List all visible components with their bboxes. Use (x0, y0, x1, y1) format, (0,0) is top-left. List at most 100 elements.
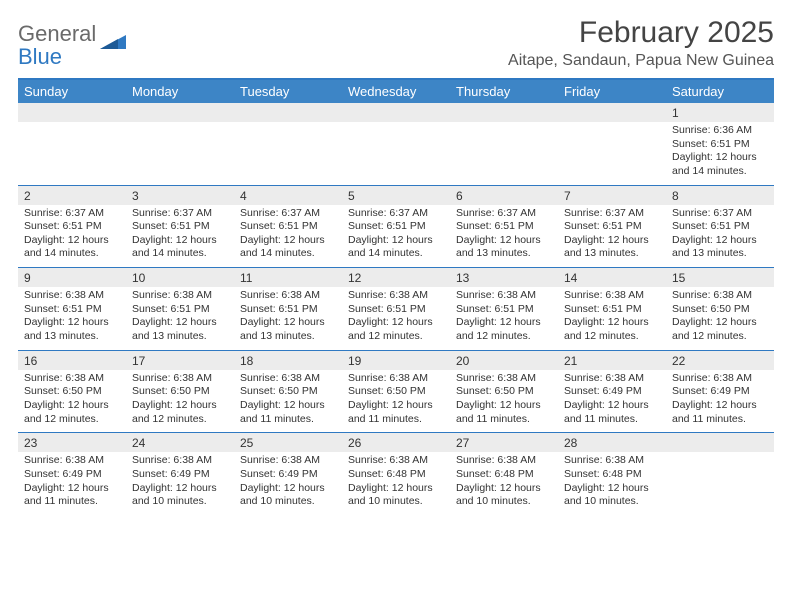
empty-day-details (558, 122, 666, 185)
sunset-text: Sunset: 6:51 PM (132, 303, 228, 317)
daylight-text: Daylight: 12 hours and 12 minutes. (456, 316, 552, 343)
sunset-text: Sunset: 6:51 PM (132, 220, 228, 234)
day-number-row: 232425262728 (18, 433, 774, 453)
sunset-text: Sunset: 6:50 PM (348, 385, 444, 399)
daylight-text: Daylight: 12 hours and 11 minutes. (348, 399, 444, 426)
sunrise-text: Sunrise: 6:37 AM (672, 207, 768, 221)
sunset-text: Sunset: 6:51 PM (672, 138, 768, 152)
day-number: 16 (18, 350, 126, 370)
sunrise-text: Sunrise: 6:38 AM (348, 289, 444, 303)
location-text: Aitape, Sandaun, Papua New Guinea (508, 52, 774, 70)
sunset-text: Sunset: 6:51 PM (240, 220, 336, 234)
daylight-text: Daylight: 12 hours and 13 minutes. (132, 316, 228, 343)
sunrise-text: Sunrise: 6:38 AM (456, 372, 552, 386)
empty-day-number (450, 103, 558, 122)
sunset-text: Sunset: 6:49 PM (132, 468, 228, 482)
sunset-text: Sunset: 6:51 PM (24, 220, 120, 234)
empty-day-number (234, 103, 342, 122)
day-number: 21 (558, 350, 666, 370)
daylight-text: Daylight: 12 hours and 12 minutes. (24, 399, 120, 426)
empty-day-number (18, 103, 126, 122)
day-details: Sunrise: 6:38 AMSunset: 6:51 PMDaylight:… (18, 287, 126, 350)
sunrise-text: Sunrise: 6:37 AM (456, 207, 552, 221)
day-header: Saturday (666, 80, 774, 103)
sunrise-text: Sunrise: 6:38 AM (240, 289, 336, 303)
day-number: 18 (234, 350, 342, 370)
day-number: 20 (450, 350, 558, 370)
day-details: Sunrise: 6:38 AMSunset: 6:49 PMDaylight:… (126, 452, 234, 515)
day-number: 5 (342, 185, 450, 205)
sunset-text: Sunset: 6:49 PM (24, 468, 120, 482)
day-details: Sunrise: 6:38 AMSunset: 6:50 PMDaylight:… (450, 370, 558, 433)
sunset-text: Sunset: 6:50 PM (132, 385, 228, 399)
day-details-row: Sunrise: 6:38 AMSunset: 6:50 PMDaylight:… (18, 370, 774, 433)
day-details: Sunrise: 6:38 AMSunset: 6:48 PMDaylight:… (342, 452, 450, 515)
daylight-text: Daylight: 12 hours and 14 minutes. (672, 151, 768, 178)
empty-day-details (18, 122, 126, 185)
month-title: February 2025 (508, 16, 774, 50)
empty-day-number (666, 433, 774, 453)
sunrise-text: Sunrise: 6:38 AM (240, 372, 336, 386)
daylight-text: Daylight: 12 hours and 10 minutes. (132, 482, 228, 509)
sunrise-text: Sunrise: 6:38 AM (240, 454, 336, 468)
empty-day-number (126, 103, 234, 122)
sunset-text: Sunset: 6:50 PM (240, 385, 336, 399)
sunset-text: Sunset: 6:51 PM (456, 220, 552, 234)
sunset-text: Sunset: 6:48 PM (348, 468, 444, 482)
brand-triangle-icon (100, 31, 126, 54)
daylight-text: Daylight: 12 hours and 14 minutes. (24, 234, 120, 261)
daylight-text: Daylight: 12 hours and 13 minutes. (456, 234, 552, 261)
daylight-text: Daylight: 12 hours and 12 minutes. (564, 316, 660, 343)
sunrise-text: Sunrise: 6:37 AM (240, 207, 336, 221)
day-details-row: Sunrise: 6:36 AMSunset: 6:51 PMDaylight:… (18, 122, 774, 185)
day-details: Sunrise: 6:38 AMSunset: 6:49 PMDaylight:… (666, 370, 774, 433)
day-number: 22 (666, 350, 774, 370)
day-details-row: Sunrise: 6:38 AMSunset: 6:51 PMDaylight:… (18, 287, 774, 350)
sunrise-text: Sunrise: 6:37 AM (564, 207, 660, 221)
calendar-table: Sunday Monday Tuesday Wednesday Thursday… (18, 80, 774, 515)
day-number: 14 (558, 268, 666, 288)
empty-day-details (342, 122, 450, 185)
daylight-text: Daylight: 12 hours and 13 minutes. (672, 234, 768, 261)
calendar-page: General Blue February 2025 Aitape, Sanda… (0, 0, 792, 525)
daylight-text: Daylight: 12 hours and 10 minutes. (240, 482, 336, 509)
empty-day-details (234, 122, 342, 185)
sunrise-text: Sunrise: 6:37 AM (132, 207, 228, 221)
sunset-text: Sunset: 6:51 PM (672, 220, 768, 234)
daylight-text: Daylight: 12 hours and 14 minutes. (348, 234, 444, 261)
day-header: Tuesday (234, 80, 342, 103)
empty-day-details (666, 452, 774, 515)
sunset-text: Sunset: 6:50 PM (456, 385, 552, 399)
day-number: 23 (18, 433, 126, 453)
daylight-text: Daylight: 12 hours and 10 minutes. (456, 482, 552, 509)
day-details: Sunrise: 6:37 AMSunset: 6:51 PMDaylight:… (666, 205, 774, 268)
day-details: Sunrise: 6:38 AMSunset: 6:51 PMDaylight:… (342, 287, 450, 350)
sunset-text: Sunset: 6:48 PM (564, 468, 660, 482)
sunset-text: Sunset: 6:51 PM (24, 303, 120, 317)
sunset-text: Sunset: 6:51 PM (564, 220, 660, 234)
day-details: Sunrise: 6:38 AMSunset: 6:49 PMDaylight:… (18, 452, 126, 515)
day-details: Sunrise: 6:37 AMSunset: 6:51 PMDaylight:… (450, 205, 558, 268)
brand-logo: General Blue (18, 22, 126, 68)
daylight-text: Daylight: 12 hours and 11 minutes. (240, 399, 336, 426)
brand-word-1: General (18, 21, 96, 46)
calendar-body: 1Sunrise: 6:36 AMSunset: 6:51 PMDaylight… (18, 103, 774, 515)
sunrise-text: Sunrise: 6:36 AM (672, 124, 768, 138)
day-details: Sunrise: 6:38 AMSunset: 6:49 PMDaylight:… (234, 452, 342, 515)
daylight-text: Daylight: 12 hours and 11 minutes. (24, 482, 120, 509)
sunrise-text: Sunrise: 6:38 AM (672, 372, 768, 386)
day-details: Sunrise: 6:38 AMSunset: 6:50 PMDaylight:… (18, 370, 126, 433)
day-number: 4 (234, 185, 342, 205)
day-details: Sunrise: 6:38 AMSunset: 6:50 PMDaylight:… (666, 287, 774, 350)
day-number: 13 (450, 268, 558, 288)
day-details: Sunrise: 6:37 AMSunset: 6:51 PMDaylight:… (234, 205, 342, 268)
sunrise-text: Sunrise: 6:38 AM (24, 372, 120, 386)
sunrise-text: Sunrise: 6:38 AM (348, 372, 444, 386)
day-header: Sunday (18, 80, 126, 103)
sunset-text: Sunset: 6:51 PM (348, 220, 444, 234)
sunrise-text: Sunrise: 6:37 AM (24, 207, 120, 221)
daylight-text: Daylight: 12 hours and 12 minutes. (672, 316, 768, 343)
day-details: Sunrise: 6:38 AMSunset: 6:50 PMDaylight:… (234, 370, 342, 433)
sunrise-text: Sunrise: 6:38 AM (564, 289, 660, 303)
day-number-row: 1 (18, 103, 774, 122)
